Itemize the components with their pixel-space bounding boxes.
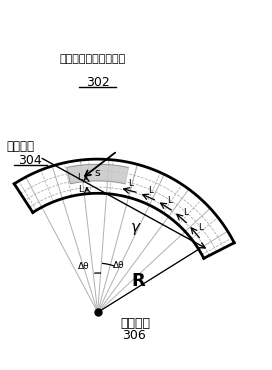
Polygon shape bbox=[67, 164, 128, 184]
Text: L: L bbox=[167, 195, 172, 205]
Text: L: L bbox=[78, 185, 83, 194]
Text: L: L bbox=[129, 179, 134, 188]
Text: 位置灵敏型闪烁探测器: 位置灵敏型闪烁探测器 bbox=[59, 54, 126, 64]
Text: L: L bbox=[198, 223, 203, 232]
Text: 探测单元: 探测单元 bbox=[7, 140, 35, 153]
Text: 304: 304 bbox=[18, 154, 42, 166]
Text: 待测样品: 待测样品 bbox=[120, 316, 150, 330]
Text: R: R bbox=[131, 272, 145, 290]
Text: Δθ: Δθ bbox=[113, 261, 124, 270]
Text: γ: γ bbox=[130, 220, 139, 235]
Text: L: L bbox=[77, 173, 82, 182]
Text: s: s bbox=[95, 168, 101, 178]
Text: 306: 306 bbox=[122, 329, 146, 342]
Text: Δθ: Δθ bbox=[78, 262, 90, 271]
Text: 302: 302 bbox=[86, 76, 110, 89]
Text: L: L bbox=[148, 186, 153, 195]
Text: L: L bbox=[183, 208, 188, 217]
